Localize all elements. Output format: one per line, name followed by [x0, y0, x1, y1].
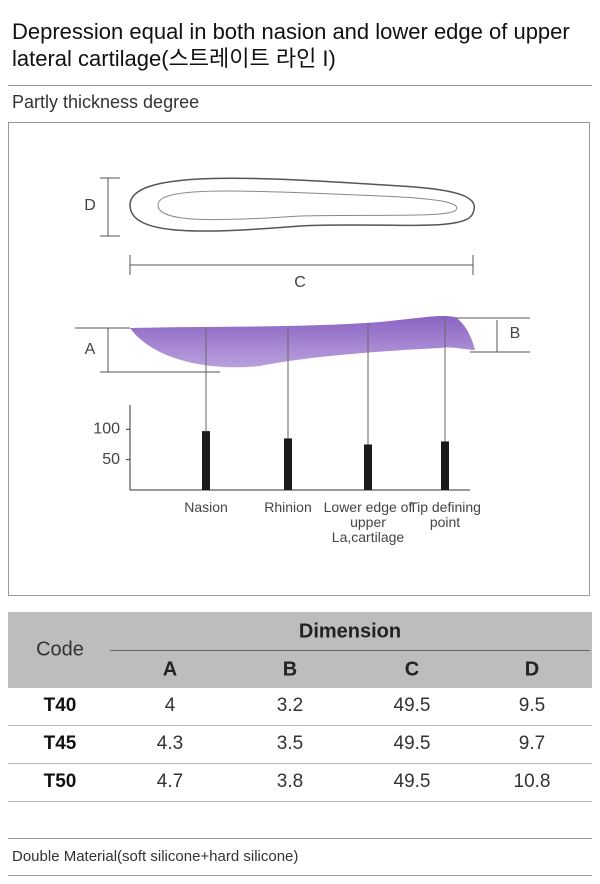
category-label: Rhinion — [264, 499, 312, 515]
row-code: T40 — [43, 695, 77, 716]
column-header: C — [404, 658, 420, 681]
rule — [8, 85, 592, 86]
inner-outline — [157, 190, 458, 221]
column-header: D — [524, 658, 540, 681]
rule — [8, 875, 592, 876]
cell: 49.5 — [393, 771, 431, 792]
cell: 10.8 — [513, 771, 551, 792]
label-c: C — [294, 274, 306, 291]
row-code: T50 — [43, 771, 77, 792]
cell: 3.8 — [276, 771, 304, 792]
cell: 3.2 — [276, 695, 304, 716]
bar — [441, 441, 449, 490]
cell: 4.3 — [156, 733, 184, 754]
row-rule — [8, 725, 592, 726]
bar — [202, 431, 210, 490]
cell: 4.7 — [156, 771, 184, 792]
category-label: Nasion — [184, 499, 228, 515]
bar — [284, 438, 292, 490]
rule — [110, 650, 590, 651]
label-b: B — [510, 325, 521, 342]
y-tick-label: 100 — [93, 421, 120, 438]
row-rule — [8, 801, 592, 802]
top-outline — [129, 177, 476, 232]
dimension-lines — [75, 177, 530, 373]
dimension-header: Dimension — [298, 620, 402, 643]
category-label: Tip defining point — [409, 499, 481, 530]
label-a: A — [85, 341, 96, 358]
category-label: Lower edge of upper La,cartilage — [323, 499, 413, 545]
cell: 4 — [164, 695, 176, 716]
code-header: Code — [36, 638, 84, 661]
cell: 49.5 — [393, 733, 431, 754]
row-rule — [8, 763, 592, 764]
bar — [364, 444, 372, 490]
panel — [8, 122, 590, 596]
cell: 9.7 — [518, 733, 546, 754]
column-header: B — [282, 658, 298, 681]
side-profile — [130, 315, 475, 368]
column-header: A — [162, 658, 178, 681]
footer: Double Material(soft silicone+hard silic… — [12, 848, 299, 865]
y-tick-label: 50 — [102, 451, 120, 468]
label-d: D — [84, 197, 96, 214]
subtitle: Partly thickness degree — [12, 92, 200, 112]
cell: 49.5 — [393, 695, 431, 716]
cell: 3.5 — [276, 733, 304, 754]
row-code: T45 — [43, 733, 77, 754]
rule — [8, 838, 592, 839]
cell: 9.5 — [518, 695, 546, 716]
title: Depression equal in both nasion and lowe… — [12, 19, 570, 71]
